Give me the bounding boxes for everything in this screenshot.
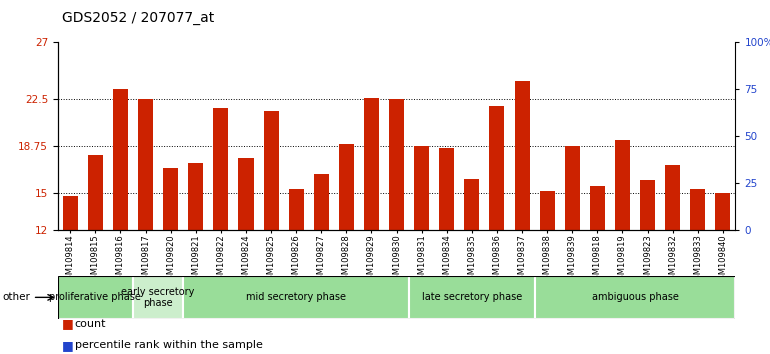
Bar <box>313 174 329 230</box>
Bar <box>213 108 229 230</box>
Bar <box>690 230 705 354</box>
Bar <box>289 189 303 230</box>
Bar <box>263 230 279 354</box>
Bar <box>414 230 429 354</box>
Bar <box>188 162 203 230</box>
Bar <box>640 230 655 354</box>
Bar <box>364 97 379 230</box>
Text: early secretory
phase: early secretory phase <box>122 286 195 308</box>
Bar <box>138 230 153 354</box>
Bar <box>564 146 580 230</box>
Bar <box>490 106 504 230</box>
Bar <box>364 230 379 354</box>
Bar <box>339 144 354 230</box>
Bar <box>113 89 128 230</box>
Bar <box>239 158 253 230</box>
Bar <box>540 191 554 230</box>
Bar <box>514 230 530 354</box>
Bar <box>389 230 404 354</box>
Bar <box>665 230 680 354</box>
Bar <box>615 140 630 230</box>
Bar <box>564 230 580 354</box>
Bar <box>188 230 203 354</box>
Bar <box>409 276 534 319</box>
Bar <box>464 230 480 354</box>
Bar <box>113 230 128 354</box>
Bar <box>183 276 409 319</box>
Text: count: count <box>75 319 106 329</box>
Bar <box>490 230 504 354</box>
Bar <box>439 230 454 354</box>
Bar <box>263 111 279 230</box>
Bar <box>540 230 554 354</box>
Bar <box>389 99 404 230</box>
Text: ambiguous phase: ambiguous phase <box>591 292 678 302</box>
Bar <box>58 276 133 319</box>
Bar <box>63 196 78 230</box>
Bar <box>138 99 153 230</box>
Bar <box>640 180 655 230</box>
Bar <box>715 230 730 354</box>
Text: proliferative phase: proliferative phase <box>49 292 142 302</box>
Bar <box>289 230 303 354</box>
Text: percentile rank within the sample: percentile rank within the sample <box>75 340 263 350</box>
Bar <box>239 230 253 354</box>
Bar <box>163 167 178 230</box>
Bar <box>615 230 630 354</box>
Bar <box>133 276 183 319</box>
Bar <box>534 276 735 319</box>
Bar <box>313 230 329 354</box>
Bar <box>665 165 680 230</box>
Text: other: other <box>2 292 30 302</box>
Text: ■: ■ <box>62 318 73 330</box>
Bar <box>690 189 705 230</box>
Bar <box>63 230 78 354</box>
Text: late secretory phase: late secretory phase <box>422 292 522 302</box>
Bar <box>590 230 605 354</box>
Bar <box>88 230 103 354</box>
Text: GDS2052 / 207077_at: GDS2052 / 207077_at <box>62 11 214 25</box>
Bar <box>590 186 605 230</box>
Bar <box>514 81 530 230</box>
Bar <box>88 155 103 230</box>
Text: ■: ■ <box>62 339 73 352</box>
Bar <box>163 230 178 354</box>
Bar <box>715 193 730 230</box>
Text: mid secretory phase: mid secretory phase <box>246 292 346 302</box>
Bar <box>213 230 229 354</box>
Bar <box>439 148 454 230</box>
Bar <box>464 179 480 230</box>
Bar <box>339 230 354 354</box>
Bar <box>414 146 429 230</box>
